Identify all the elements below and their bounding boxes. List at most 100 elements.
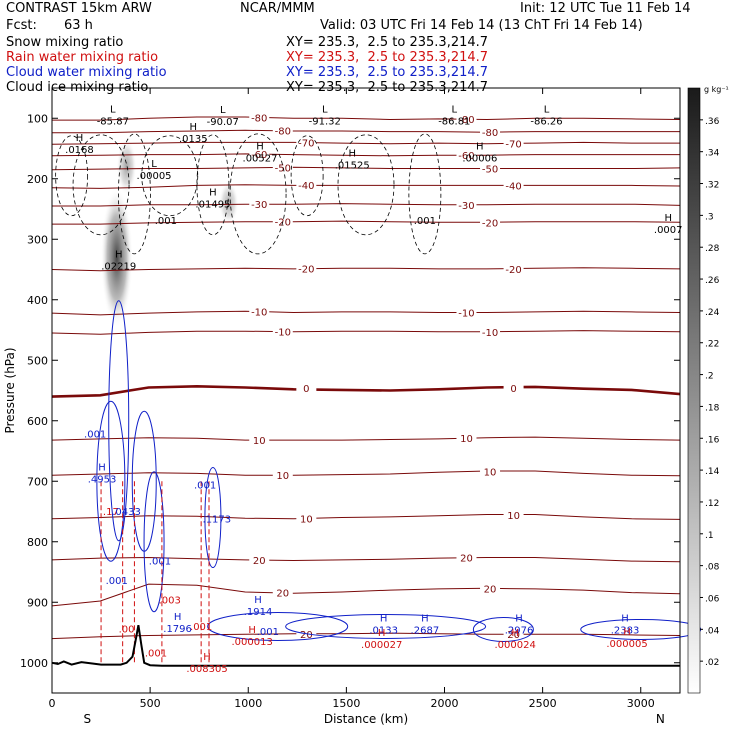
center-title: NCAR/MMM [240,1,315,16]
contour-value-label: .001 [194,481,216,492]
contour-label-bg [480,466,501,478]
contour-label-bg [480,163,501,175]
contour-label-bg [503,383,524,395]
contour-label-bg [296,513,317,525]
field-xy-cloud-water: XY= 235.3, 2.5 to 235.3,214.7 [286,65,489,80]
y-tick-label: 900 [27,596,48,609]
contour-label-bg [296,263,317,275]
field-label-snow: Snow mixing ratio [6,35,124,50]
extremum-marker: L [452,104,458,115]
extremum-marker: H [664,213,672,224]
temperature-contour-label: -60 [458,151,474,162]
temperature-contour [51,267,681,272]
cloud-ice-contour [337,134,395,236]
temperature-contour [52,116,681,121]
colorbar-tick-label: .1 [705,531,714,541]
x-tick-label: 3000 [627,697,655,710]
contour-label-bg [296,179,317,191]
extremum-value: -86.26 [530,116,562,127]
extremum-value: -86.81 [438,116,470,127]
temperature-contour-label: -60 [251,150,267,161]
extremum-marker: H [511,628,519,639]
contour-label-bg [503,629,524,641]
extremum-value: .008305 [186,664,227,675]
extremum-value: .0135 [179,134,208,145]
colorbar-tick-label: .04 [705,626,720,636]
extremum-value: .4953 [88,475,117,486]
colorbar-units: g kg⁻¹ [704,85,729,94]
extremum-value: .0133 [369,625,398,636]
y-tick-label: 300 [27,233,48,246]
y-tick-label: 600 [27,415,48,428]
contour-label-bg [296,629,317,641]
y-tick-label: 1000 [20,657,48,670]
field-xy-snow: XY= 235.3, 2.5 to 235.3,214.7 [286,35,489,50]
valid-time: Valid: 03 UTC Fri 14 Feb 14 (13 ChT Fri … [320,18,643,33]
temperature-contour-label: 20 [460,554,473,565]
y-tick-label: 800 [27,536,48,549]
temperature-contour-label: -80 [482,128,498,139]
extremum-marker: H [174,612,182,623]
temperature-contour-label: 20 [507,630,520,641]
extremum-value: -90.07 [207,117,239,128]
temperature-contour-label: 10 [253,436,266,447]
cloud-ice-contour [290,135,324,217]
colorbar-tick-label: .06 [705,594,720,604]
extremum-value: .000027 [361,640,402,651]
contour-label-bg [249,435,270,447]
temperature-contour [51,166,681,171]
cloud-ice-contour [229,133,287,255]
temperature-contour-label: -70 [505,139,521,150]
contour-value-label: .0433 [112,507,141,518]
temperature-contour [52,203,681,207]
colorbar-tick-label: .34 [705,149,720,159]
temperature-contour-label: 0 [510,384,516,395]
y-tick-label: 500 [27,354,48,367]
x-tick-label: 2000 [431,697,459,710]
contour-label-bg [503,510,524,522]
x-tick-label: 0 [49,697,56,710]
temperature-contour-label: -10 [458,308,474,319]
contour-value-label: .001 [145,649,167,660]
extremum-marker: H [256,141,264,152]
extremum-marker: H [209,187,217,198]
contour-value-label: .00 [119,625,135,636]
cloud-water-contour [580,618,702,640]
cloud-ice-contour [141,135,199,217]
endpoint-label-south: S [84,712,92,726]
extremum-marker: H [476,141,484,152]
y-tick-label: 400 [27,294,48,307]
extremum-marker: H [190,122,198,133]
temperature-contour [51,141,680,145]
contour-value-label: .001 [106,576,128,587]
extremum-marker: L [322,104,328,115]
extremum-value: .1914 [244,607,273,618]
temperature-contour-label: -80 [458,115,474,126]
colorbar [687,87,701,694]
extremum-value: .2976 [505,625,534,636]
contour-value-label: .001 [190,622,212,633]
x-tick-label: 500 [140,697,161,710]
plot-frame [51,87,681,694]
snow-plume-shading [100,187,133,328]
x-tick-label: 1500 [332,697,360,710]
extremum-marker: L [220,105,226,116]
colorbar-tick-label: .26 [705,276,720,286]
forecast-hour: 63 h [64,18,93,33]
colorbar-tick-label: .36 [705,117,720,127]
cloud-water-contour [472,616,534,642]
temperature-contour [51,470,681,477]
temperature-contour-label: -80 [275,127,291,138]
contour-label-bg [296,137,317,149]
y-axis-label: Pressure (hPa) [3,347,17,433]
snow-plume-shading [218,180,239,225]
init-time: Init: 12 UTC Tue 11 Feb 14 [520,1,691,16]
extremum-marker: H [348,149,356,160]
contour-value-label: .001 [257,627,279,638]
temperature-contour [51,583,681,607]
terrain-line [51,625,680,667]
contour-value-label: .17 [103,507,119,518]
extremum-marker: H [621,613,629,624]
cloud-ice-contour [196,134,230,236]
